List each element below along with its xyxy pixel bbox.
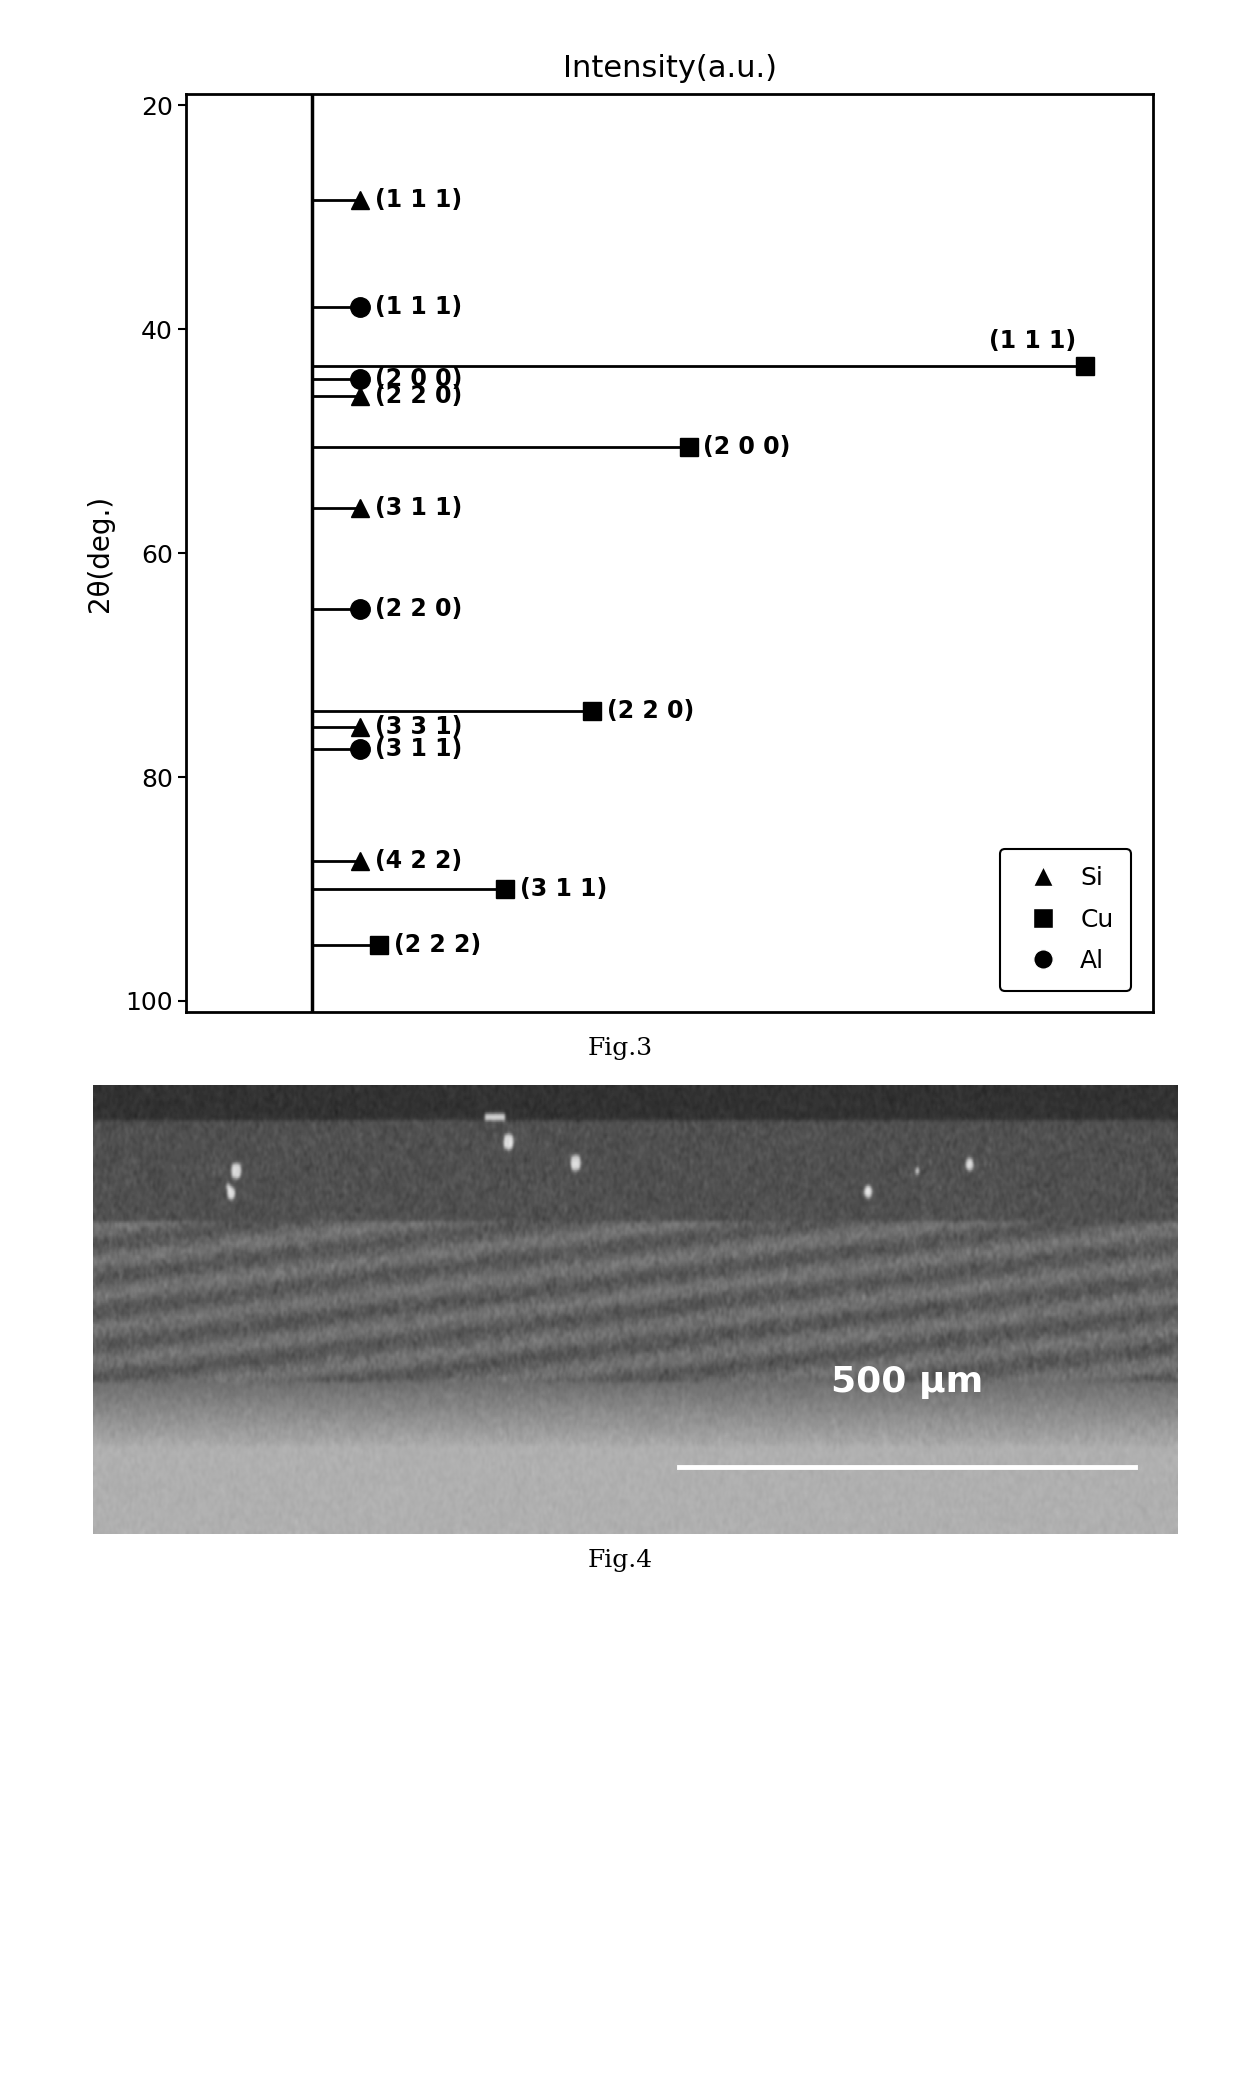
Title: Intensity(a.u.): Intensity(a.u.) xyxy=(563,54,776,83)
Text: (4 2 2): (4 2 2) xyxy=(374,849,461,872)
Legend: Si, Cu, Al: Si, Cu, Al xyxy=(1001,849,1131,991)
Text: (2 0 0): (2 0 0) xyxy=(703,434,791,459)
Text: (2 2 2): (2 2 2) xyxy=(394,933,481,958)
Text: Fig.3: Fig.3 xyxy=(588,1037,652,1060)
Text: (3 1 1): (3 1 1) xyxy=(374,737,461,762)
Text: (1 1 1): (1 1 1) xyxy=(988,328,1076,353)
Text: (1 1 1): (1 1 1) xyxy=(374,294,461,319)
Text: (2 2 0): (2 2 0) xyxy=(374,384,461,409)
Text: Fig.4: Fig.4 xyxy=(588,1549,652,1572)
Text: (3 1 1): (3 1 1) xyxy=(374,497,461,520)
Text: (2 2 0): (2 2 0) xyxy=(374,597,461,622)
Text: 500 μm: 500 μm xyxy=(831,1365,983,1398)
Y-axis label: 2θ(deg.): 2θ(deg.) xyxy=(86,495,114,611)
Text: (2 0 0): (2 0 0) xyxy=(374,367,463,392)
Text: (3 1 1): (3 1 1) xyxy=(520,877,606,902)
Text: (1 1 1): (1 1 1) xyxy=(374,188,461,213)
Text: (3 3 1): (3 3 1) xyxy=(374,714,463,739)
Text: (2 2 0): (2 2 0) xyxy=(606,699,694,722)
